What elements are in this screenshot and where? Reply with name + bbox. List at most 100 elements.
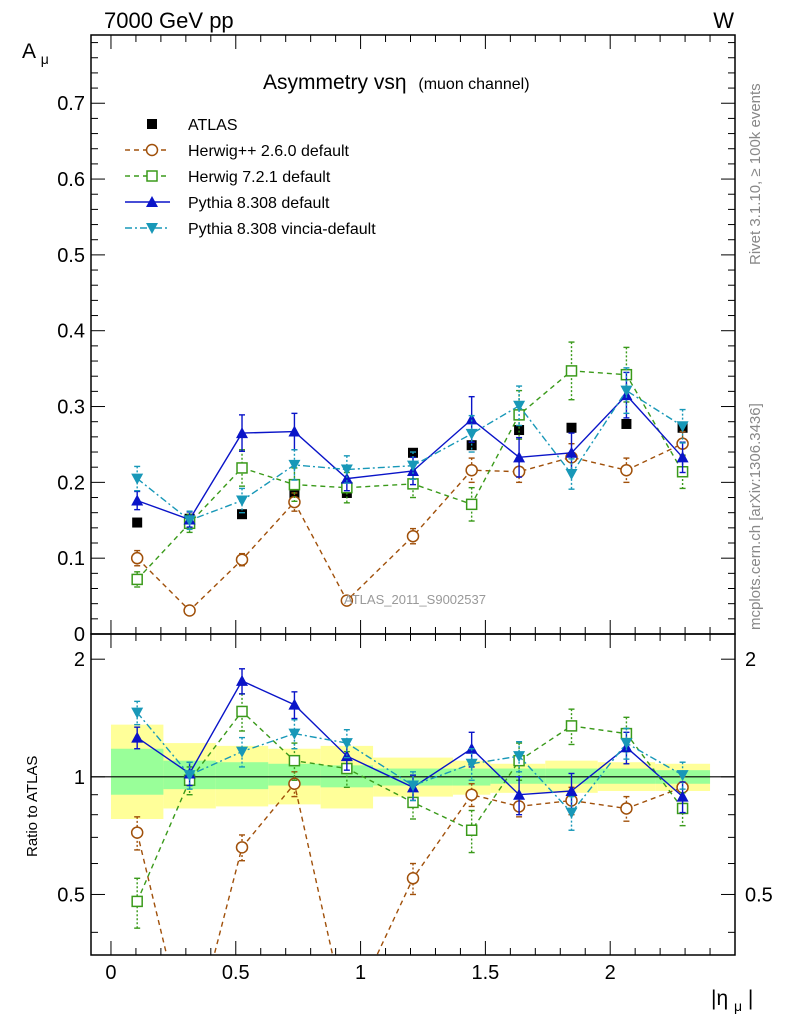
main-point-pythia-8-308-default-0 <box>131 494 144 506</box>
legend-entry-atlas: ATLAS <box>147 117 238 134</box>
main-point-pythia-8-308-vincia-default-10 <box>676 421 689 433</box>
ratio-point-pythia-8-308-vincia-default-9 <box>620 738 633 750</box>
main-ytick-label-3: 0.4 <box>57 321 85 343</box>
ratio-point-herwig-7-2-1-default-8 <box>565 720 578 732</box>
legend-entry-pythia-8-308-vincia-default: Pythia 8.308 vincia-default <box>125 221 376 238</box>
ratio-ytick-label-r-0: 0.5 <box>745 884 773 906</box>
main-point-pythia-8-308-default-2 <box>236 427 249 439</box>
ratio-y-axis: 0.5 0.5 1 2 2 <box>57 649 773 933</box>
main-ytick-label-4: 0.5 <box>57 245 85 267</box>
y-axis-label-main: A <box>22 40 36 63</box>
legend-label-herwig-2-6-0-default: Herwig++ 2.6.0 default <box>188 143 350 160</box>
legend-marker-herwig-2-6-0-default <box>145 143 159 157</box>
main-point-herwig-7-2-1-default-3 <box>288 478 301 491</box>
main-ytick-label-zero: 0 <box>74 624 85 646</box>
main-point-herwig-2-6-0-default-9 <box>620 463 633 477</box>
ratio-y-label: Ratio to ATLAS <box>24 756 41 857</box>
main-point-herwig-2-6-0-default-5 <box>406 529 420 543</box>
legend-label-herwig-7-2-1-default: Herwig 7.2.1 default <box>188 169 331 186</box>
ratio-point-pythia-8-308-default-8 <box>565 784 578 796</box>
ratio-point-pythia-8-308-default-3 <box>288 698 301 710</box>
main-point-pythia-8-308-vincia-default-4 <box>340 464 353 476</box>
main-ytick-label-2: 0.3 <box>57 397 85 419</box>
ratio-point-pythia-8-308-default-0 <box>131 731 144 743</box>
legend-label-pythia-8-308-default: Pythia 8.308 default <box>188 195 330 212</box>
xtick-label-4: 2 <box>605 962 616 984</box>
main-point-herwig-2-6-0-default-0 <box>130 551 144 565</box>
ratio-point-herwig-2-6-0-default-5 <box>406 872 420 885</box>
ratio-ytick-label-l-2: 2 <box>74 649 85 671</box>
ratio-point-herwig-2-6-0-default-2 <box>235 841 249 854</box>
ratio-point-herwig-2-6-0-default-0 <box>130 826 144 839</box>
x-axis-label-main: |η <box>711 987 728 1010</box>
main-point-herwig-7-2-1-default-8 <box>565 365 578 377</box>
main-panel: 0.1 0.2 0.3 0.4 0.5 0.6 0.7 0 <box>57 34 736 646</box>
main-point-atlas-0 <box>132 517 143 528</box>
main-point-herwig-7-2-1-default-2 <box>236 462 248 474</box>
main-ytick-label-5: 0.6 <box>57 169 85 191</box>
ratio-ytick-label-r-2: 2 <box>745 649 756 671</box>
main-point-pythia-8-308-default-7 <box>513 451 526 463</box>
ratio-point-pythia-8-308-vincia-default-2 <box>236 746 249 758</box>
main-point-herwig-2-6-0-default-6 <box>465 463 478 477</box>
main-point-atlas-2 <box>237 509 248 520</box>
ratio-point-pythia-8-308-vincia-default-1 <box>183 770 196 782</box>
main-point-herwig-7-2-1-default-0 <box>131 573 143 586</box>
legend-entry-herwig-2-6-0-default: Herwig++ 2.6.0 default <box>125 143 350 160</box>
rivet-label: Rivet 3.1.10, ≥ 100k events <box>747 83 764 265</box>
main-ytick-label-6: 0.7 <box>57 93 85 115</box>
main-point-herwig-2-6-0-default-3 <box>288 495 301 509</box>
y-axis-label: A μ <box>22 40 49 67</box>
xtick-label-1: 0.5 <box>222 962 250 984</box>
title-right: W <box>713 8 734 33</box>
ratio-point-pythia-8-308-vincia-default-10 <box>676 770 689 782</box>
main-point-atlas-3 <box>289 490 300 501</box>
band-inner-0 <box>110 748 164 795</box>
chart-title: Asymmetry vsη (muon channel) <box>263 71 530 94</box>
main-series-herwig-2-6-0-default <box>130 430 689 617</box>
xtick-label-2: 1 <box>355 962 366 984</box>
ratio-series-pythia-8-308-vincia-default <box>131 700 689 831</box>
main-point-pythia-8-308-vincia-default-3 <box>288 459 301 471</box>
chart-title-main: Asymmetry vsη <box>263 71 407 94</box>
legend-marker-pythia-8-308-vincia-default <box>146 223 158 234</box>
ratio-point-pythia-8-308-vincia-default-5 <box>407 780 419 792</box>
ratio-point-herwig-2-6-0-default-4 <box>341 1014 352 1024</box>
ratio-point-pythia-8-308-vincia-default-7 <box>513 751 526 763</box>
ratio-line-herwig-2-6-0-default <box>136 782 683 955</box>
ratio-panel: 0.5 0.5 1 2 2 0 0.5 1 1.5 2 <box>57 35 773 1024</box>
x-axis-label-sub: μ <box>734 998 742 1014</box>
main-point-herwig-2-6-0-default-2 <box>235 553 249 566</box>
ratio-ytick-label-l-1: 1 <box>74 767 85 789</box>
main-point-pythia-8-308-vincia-default-0 <box>131 473 144 485</box>
band-inner-9 <box>597 768 656 784</box>
legend-marker-atlas <box>147 119 157 129</box>
main-ytick-label-0: 0.1 <box>57 548 85 570</box>
main-point-atlas-8 <box>566 422 577 433</box>
legend: ATLAS Herwig++ 2.6.0 default Herwig 7.2.1 … <box>125 117 376 238</box>
axis-labels: Asymmetry vsη (muon channel) A μ Ratio t… <box>22 40 753 1016</box>
main-point-pythia-8-308-vincia-default-2 <box>236 495 249 507</box>
main-y-axis: 0.1 0.2 0.3 0.4 0.5 0.6 0.7 0 <box>57 42 735 646</box>
ratio-point-herwig-2-6-0-default-6 <box>465 788 478 801</box>
ratio-point-herwig-7-2-1-default-0 <box>131 895 143 908</box>
main-point-atlas-7 <box>514 425 525 436</box>
legend-label-pythia-8-308-vincia-default: Pythia 8.308 vincia-default <box>188 221 376 238</box>
xtick-label-3: 1.5 <box>471 962 499 984</box>
main-point-atlas-9 <box>621 418 632 429</box>
main-point-pythia-8-308-vincia-default-7 <box>513 400 526 412</box>
x-axis-label: |η μ | <box>711 987 753 1016</box>
ratio-series-herwig-2-6-0-default <box>130 771 689 1024</box>
watermark: ATLAS_2011_S9002537 <box>344 592 486 607</box>
legend-marker-pythia-8-308-default <box>146 196 158 207</box>
ratio-point-pythia-8-308-vincia-default-3 <box>288 728 301 740</box>
legend-marker-herwig-7-2-1-default <box>146 170 158 182</box>
main-point-pythia-8-308-vincia-default-1 <box>183 515 196 527</box>
main-point-pythia-8-308-vincia-default-9 <box>620 385 633 397</box>
ratio-point-pythia-8-308-default-2 <box>236 674 249 686</box>
main-line-herwig-2-6-0-default <box>136 443 683 612</box>
ratio-point-pythia-8-308-vincia-default-6 <box>465 758 478 770</box>
main-point-pythia-8-308-default-6 <box>465 413 478 425</box>
main-point-pythia-8-308-default-8 <box>565 446 578 458</box>
main-point-pythia-8-308-vincia-default-6 <box>465 428 478 440</box>
